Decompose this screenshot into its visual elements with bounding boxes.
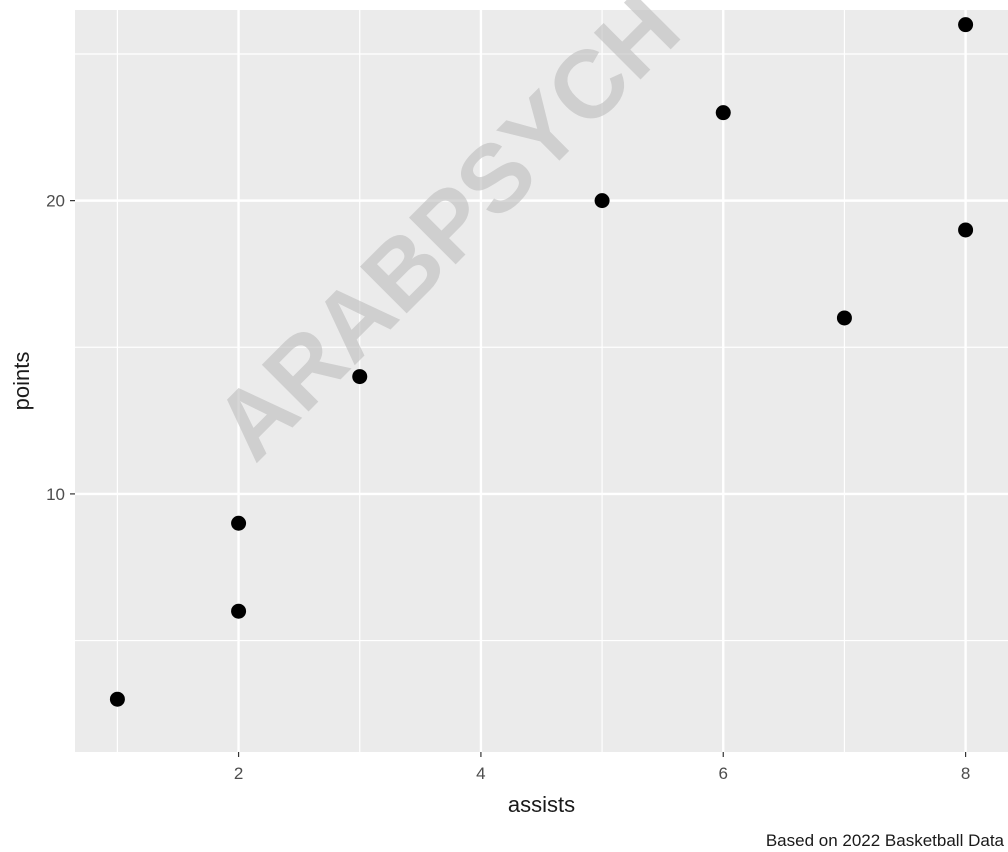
data-point bbox=[958, 222, 974, 238]
data-point bbox=[352, 369, 368, 385]
data-point bbox=[958, 17, 974, 33]
x-axis-title: assists bbox=[508, 792, 575, 817]
data-point bbox=[715, 105, 731, 121]
x-tick-label: 6 bbox=[719, 764, 728, 783]
major-gridlines bbox=[75, 10, 1008, 752]
data-point bbox=[109, 691, 125, 707]
axis-ticks bbox=[70, 200, 967, 757]
y-axis-title: points bbox=[9, 352, 34, 411]
chart-caption: Based on 2022 Basketball Data bbox=[766, 831, 1005, 850]
y-tick-label: 20 bbox=[46, 192, 65, 211]
data-points bbox=[109, 17, 974, 707]
x-tick-label: 2 bbox=[234, 764, 243, 783]
data-point bbox=[231, 603, 247, 619]
plot-panel bbox=[75, 10, 1008, 752]
data-point bbox=[231, 515, 247, 531]
y-tick-label: 10 bbox=[46, 485, 65, 504]
axis-tick-labels: 2 4 6 8 10 20 bbox=[46, 192, 970, 783]
data-point bbox=[594, 193, 610, 209]
x-tick-label: 8 bbox=[961, 764, 970, 783]
data-point bbox=[836, 310, 852, 326]
x-tick-label: 4 bbox=[476, 764, 485, 783]
